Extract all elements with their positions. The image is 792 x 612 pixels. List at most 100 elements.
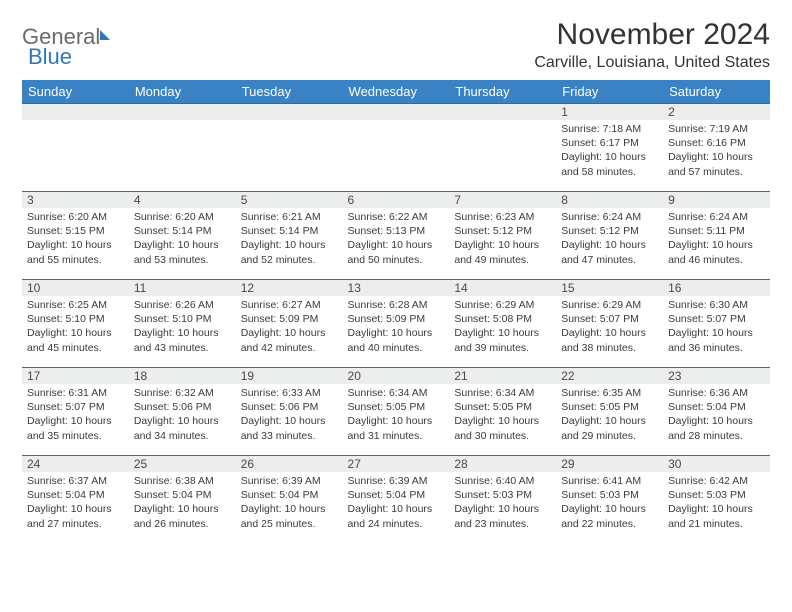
weekday-header: Thursday <box>449 80 556 104</box>
daylight-text: Daylight: 10 hours and 53 minutes. <box>134 238 231 266</box>
calendar-day-cell: 24Sunrise: 6:37 AMSunset: 5:04 PMDayligh… <box>22 456 129 544</box>
sunset-text: Sunset: 5:11 PM <box>668 224 765 238</box>
day-info: Sunrise: 6:32 AMSunset: 5:06 PMDaylight:… <box>129 384 236 447</box>
day-info: Sunrise: 6:26 AMSunset: 5:10 PMDaylight:… <box>129 296 236 359</box>
day-number <box>343 104 450 120</box>
day-number: 19 <box>236 368 343 384</box>
daylight-text: Daylight: 10 hours and 34 minutes. <box>134 414 231 442</box>
daylight-text: Daylight: 10 hours and 38 minutes. <box>561 326 658 354</box>
day-info: Sunrise: 6:27 AMSunset: 5:09 PMDaylight:… <box>236 296 343 359</box>
sunrise-text: Sunrise: 6:20 AM <box>134 210 231 224</box>
sunrise-text: Sunrise: 6:36 AM <box>668 386 765 400</box>
day-info: Sunrise: 6:41 AMSunset: 5:03 PMDaylight:… <box>556 472 663 535</box>
sunset-text: Sunset: 5:14 PM <box>241 224 338 238</box>
sunrise-text: Sunrise: 6:39 AM <box>241 474 338 488</box>
day-info: Sunrise: 6:31 AMSunset: 5:07 PMDaylight:… <box>22 384 129 447</box>
day-number: 24 <box>22 456 129 472</box>
day-number: 17 <box>22 368 129 384</box>
day-info: Sunrise: 6:30 AMSunset: 5:07 PMDaylight:… <box>663 296 770 359</box>
calendar-table: SundayMondayTuesdayWednesdayThursdayFrid… <box>22 80 770 544</box>
day-number: 21 <box>449 368 556 384</box>
sunset-text: Sunset: 5:14 PM <box>134 224 231 238</box>
weekday-header: Friday <box>556 80 663 104</box>
day-number: 6 <box>343 192 450 208</box>
sunset-text: Sunset: 5:05 PM <box>561 400 658 414</box>
daylight-text: Daylight: 10 hours and 47 minutes. <box>561 238 658 266</box>
day-info: Sunrise: 7:19 AMSunset: 6:16 PMDaylight:… <box>663 120 770 183</box>
day-number: 3 <box>22 192 129 208</box>
day-number: 23 <box>663 368 770 384</box>
sunset-text: Sunset: 5:13 PM <box>348 224 445 238</box>
daylight-text: Daylight: 10 hours and 57 minutes. <box>668 150 765 178</box>
sunset-text: Sunset: 5:09 PM <box>348 312 445 326</box>
day-info: Sunrise: 6:34 AMSunset: 5:05 PMDaylight:… <box>343 384 450 447</box>
calendar-day-cell: 25Sunrise: 6:38 AMSunset: 5:04 PMDayligh… <box>129 456 236 544</box>
page: General November 2024 Carville, Louisian… <box>0 0 792 554</box>
daylight-text: Daylight: 10 hours and 52 minutes. <box>241 238 338 266</box>
daylight-text: Daylight: 10 hours and 39 minutes. <box>454 326 551 354</box>
title-block: November 2024 Carville, Louisiana, Unite… <box>534 18 770 72</box>
calendar-day-cell <box>343 104 450 192</box>
day-number: 9 <box>663 192 770 208</box>
daylight-text: Daylight: 10 hours and 58 minutes. <box>561 150 658 178</box>
day-info: Sunrise: 6:35 AMSunset: 5:05 PMDaylight:… <box>556 384 663 447</box>
daylight-text: Daylight: 10 hours and 22 minutes. <box>561 502 658 530</box>
day-number <box>22 104 129 120</box>
calendar-day-cell: 5Sunrise: 6:21 AMSunset: 5:14 PMDaylight… <box>236 192 343 280</box>
day-number: 22 <box>556 368 663 384</box>
daylight-text: Daylight: 10 hours and 29 minutes. <box>561 414 658 442</box>
sunrise-text: Sunrise: 6:34 AM <box>348 386 445 400</box>
sunset-text: Sunset: 5:05 PM <box>454 400 551 414</box>
calendar-day-cell: 15Sunrise: 6:29 AMSunset: 5:07 PMDayligh… <box>556 280 663 368</box>
sunrise-text: Sunrise: 6:30 AM <box>668 298 765 312</box>
calendar-day-cell: 18Sunrise: 6:32 AMSunset: 5:06 PMDayligh… <box>129 368 236 456</box>
day-info: Sunrise: 6:22 AMSunset: 5:13 PMDaylight:… <box>343 208 450 271</box>
sunrise-text: Sunrise: 6:24 AM <box>561 210 658 224</box>
day-info: Sunrise: 6:36 AMSunset: 5:04 PMDaylight:… <box>663 384 770 447</box>
calendar-day-cell: 29Sunrise: 6:41 AMSunset: 5:03 PMDayligh… <box>556 456 663 544</box>
daylight-text: Daylight: 10 hours and 26 minutes. <box>134 502 231 530</box>
calendar-day-cell: 3Sunrise: 6:20 AMSunset: 5:15 PMDaylight… <box>22 192 129 280</box>
day-info: Sunrise: 6:21 AMSunset: 5:14 PMDaylight:… <box>236 208 343 271</box>
sunset-text: Sunset: 5:10 PM <box>27 312 124 326</box>
sunrise-text: Sunrise: 6:39 AM <box>348 474 445 488</box>
weekday-header: Tuesday <box>236 80 343 104</box>
day-number: 7 <box>449 192 556 208</box>
sunrise-text: Sunrise: 6:27 AM <box>241 298 338 312</box>
calendar-day-cell: 27Sunrise: 6:39 AMSunset: 5:04 PMDayligh… <box>343 456 450 544</box>
calendar-day-cell <box>22 104 129 192</box>
day-number <box>129 104 236 120</box>
sunrise-text: Sunrise: 6:42 AM <box>668 474 765 488</box>
day-number <box>449 104 556 120</box>
day-info: Sunrise: 6:39 AMSunset: 5:04 PMDaylight:… <box>236 472 343 535</box>
sunrise-text: Sunrise: 6:38 AM <box>134 474 231 488</box>
weekday-row: SundayMondayTuesdayWednesdayThursdayFrid… <box>22 80 770 104</box>
sunset-text: Sunset: 5:03 PM <box>561 488 658 502</box>
day-info: Sunrise: 6:24 AMSunset: 5:11 PMDaylight:… <box>663 208 770 271</box>
calendar-day-cell: 9Sunrise: 6:24 AMSunset: 5:11 PMDaylight… <box>663 192 770 280</box>
calendar-day-cell: 21Sunrise: 6:34 AMSunset: 5:05 PMDayligh… <box>449 368 556 456</box>
sunset-text: Sunset: 5:05 PM <box>348 400 445 414</box>
calendar-day-cell: 6Sunrise: 6:22 AMSunset: 5:13 PMDaylight… <box>343 192 450 280</box>
sunset-text: Sunset: 5:03 PM <box>668 488 765 502</box>
day-info: Sunrise: 6:24 AMSunset: 5:12 PMDaylight:… <box>556 208 663 271</box>
day-info: Sunrise: 6:38 AMSunset: 5:04 PMDaylight:… <box>129 472 236 535</box>
daylight-text: Daylight: 10 hours and 28 minutes. <box>668 414 765 442</box>
daylight-text: Daylight: 10 hours and 23 minutes. <box>454 502 551 530</box>
day-number: 27 <box>343 456 450 472</box>
sunrise-text: Sunrise: 6:33 AM <box>241 386 338 400</box>
weekday-header: Monday <box>129 80 236 104</box>
calendar-day-cell: 17Sunrise: 6:31 AMSunset: 5:07 PMDayligh… <box>22 368 129 456</box>
sunset-text: Sunset: 5:09 PM <box>241 312 338 326</box>
day-number <box>236 104 343 120</box>
daylight-text: Daylight: 10 hours and 45 minutes. <box>27 326 124 354</box>
weekday-header: Wednesday <box>343 80 450 104</box>
calendar-week-row: 10Sunrise: 6:25 AMSunset: 5:10 PMDayligh… <box>22 280 770 368</box>
day-info: Sunrise: 6:39 AMSunset: 5:04 PMDaylight:… <box>343 472 450 535</box>
daylight-text: Daylight: 10 hours and 33 minutes. <box>241 414 338 442</box>
calendar-day-cell: 30Sunrise: 6:42 AMSunset: 5:03 PMDayligh… <box>663 456 770 544</box>
sunset-text: Sunset: 5:08 PM <box>454 312 551 326</box>
calendar-head: SundayMondayTuesdayWednesdayThursdayFrid… <box>22 80 770 104</box>
calendar-day-cell: 7Sunrise: 6:23 AMSunset: 5:12 PMDaylight… <box>449 192 556 280</box>
sunrise-text: Sunrise: 6:34 AM <box>454 386 551 400</box>
